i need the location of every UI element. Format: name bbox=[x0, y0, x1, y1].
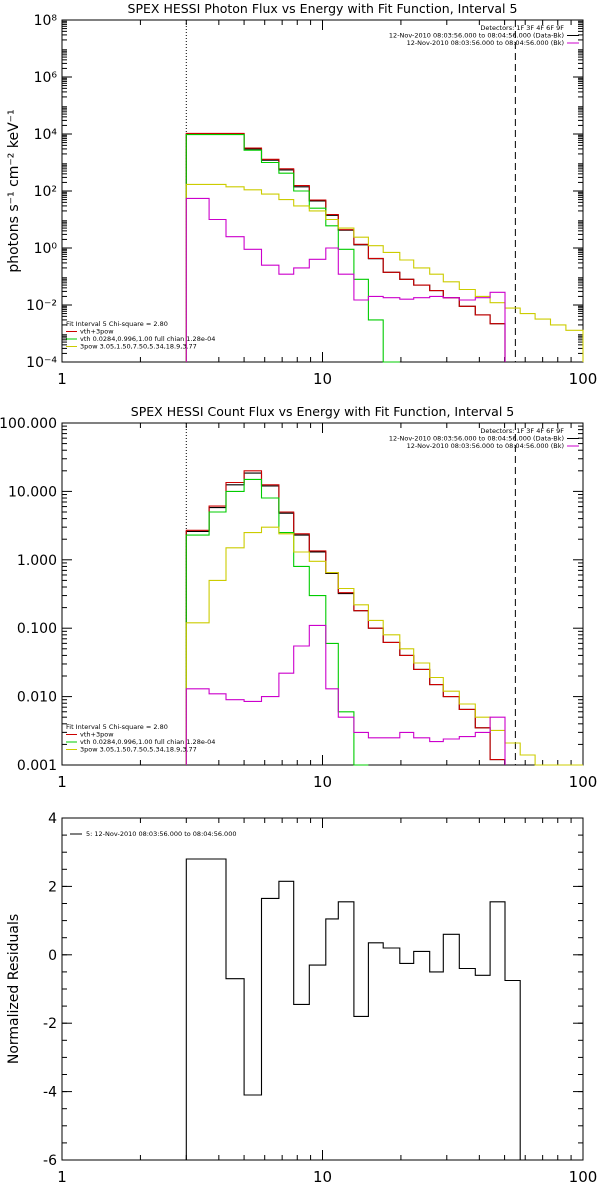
y-tick-label: 0.001 bbox=[17, 758, 57, 774]
series-5-line bbox=[185, 624, 506, 765]
series-3-line bbox=[185, 478, 369, 766]
panel-2: SPEX HESSI Count Flux vs Energy with Fit… bbox=[0, 404, 597, 791]
y-tick-label: 0.100 bbox=[17, 621, 57, 637]
legend-entry: Detectors: 1F 3F 4F 6F 9F bbox=[480, 427, 564, 435]
y-tick-label: 10⁻⁴ bbox=[26, 355, 57, 371]
y-tick-label: -4 bbox=[43, 1085, 57, 1101]
x-tick-label: 10 bbox=[313, 370, 332, 388]
chart-title: SPEX HESSI Photon Flux vs Energy with Fi… bbox=[128, 1, 518, 16]
y-tick-label: 10⁴ bbox=[34, 127, 58, 143]
x-tick-label: 10 bbox=[313, 773, 332, 791]
plot-frame bbox=[61, 817, 584, 1161]
y-tick-label: -6 bbox=[43, 1153, 57, 1169]
x-tick-label: 1 bbox=[57, 773, 67, 791]
y-tick-label: 100.000 bbox=[0, 416, 57, 432]
x-tick-label: 100 bbox=[569, 773, 598, 791]
y-tick-label: 10⁰ bbox=[34, 241, 58, 257]
chart-title: SPEX HESSI Count Flux vs Energy with Fit… bbox=[131, 404, 514, 419]
x-tick-label: 100 bbox=[569, 370, 598, 388]
y-axis-label: photons s⁻¹ cm⁻² keV⁻¹ bbox=[6, 109, 22, 272]
legend-entry: 12-Nov-2010 08:03:56.000 to 08:04:56.000… bbox=[389, 32, 564, 40]
y-tick-label: 4 bbox=[48, 811, 57, 827]
y-tick-label: 10⁸ bbox=[34, 13, 58, 29]
y-axis-label: Normalized Residuals bbox=[6, 914, 22, 1064]
series-4-line bbox=[185, 526, 583, 766]
x-tick-label: 10 bbox=[313, 1168, 332, 1186]
legend-entry: vth 0.0284,0.996,1.00 full chian 1.28e-0… bbox=[80, 335, 215, 343]
legend-entry: vth+3pow bbox=[80, 328, 114, 336]
series-2-line bbox=[185, 470, 506, 765]
y-tick-label: 10⁻² bbox=[26, 298, 57, 314]
legend-entry: 3pow 3.05,1.50,7.50,5.34,18.9,3.77 bbox=[80, 343, 197, 351]
y-tick-label: 10⁶ bbox=[34, 70, 58, 86]
legend-entry: 12-Nov-2010 08:03:56.000 to 08:04:56.000… bbox=[407, 39, 564, 47]
series-1-line bbox=[185, 472, 506, 765]
y-tick-label: 2 bbox=[48, 879, 57, 895]
legend-entry: Fit Interval 5 Chi-square = 2.80 bbox=[66, 723, 168, 731]
legend-entry: 12-Nov-2010 08:03:56.000 to 08:04:56.000… bbox=[407, 442, 564, 450]
y-tick-label: 0 bbox=[48, 948, 57, 964]
plot-frame bbox=[61, 422, 584, 766]
legend-entry: vth+3pow bbox=[80, 731, 114, 739]
x-tick-label: 1 bbox=[57, 1168, 67, 1186]
x-tick-label: 1 bbox=[57, 370, 67, 388]
y-tick-label: 10² bbox=[34, 184, 57, 200]
series-2-line bbox=[185, 132, 506, 362]
legend-entry: 3pow 3.05,1.50,7.50,5.34,18.9,3.77 bbox=[80, 746, 197, 754]
legend-entry: 12-Nov-2010 08:03:56.000 to 08:04:56.000… bbox=[389, 435, 564, 443]
panel-1: SPEX HESSI Photon Flux vs Energy with Fi… bbox=[6, 1, 597, 388]
panel-3: 1 10 100 -6 -4 -2 0 2 4 Normalized Residuals 5: 12… bbox=[6, 811, 597, 1186]
y-tick-label: 10.000 bbox=[8, 484, 57, 500]
legend-entry: 5: 12-Nov-2010 08:03:56.000 to 08:04:56.… bbox=[86, 830, 236, 838]
legend-entry: vth 0.0284,0.996,1.00 full chian 1.28e-0… bbox=[80, 738, 215, 746]
x-tick-label: 100 bbox=[569, 1168, 598, 1186]
legend-entry: Detectors: 1F 3F 4F 6F 9F bbox=[480, 24, 564, 32]
y-tick-label: 1.000 bbox=[17, 553, 57, 569]
series-1-line bbox=[185, 858, 521, 1160]
legend-entry: Fit Interval 5 Chi-square = 2.80 bbox=[66, 320, 168, 328]
series-3-line bbox=[185, 134, 400, 363]
series-5-line bbox=[185, 197, 506, 362]
y-tick-label: 0.010 bbox=[17, 690, 57, 706]
y-tick-label: -2 bbox=[43, 1016, 57, 1032]
series-4-line bbox=[185, 183, 584, 362]
series-1-line bbox=[185, 133, 506, 362]
